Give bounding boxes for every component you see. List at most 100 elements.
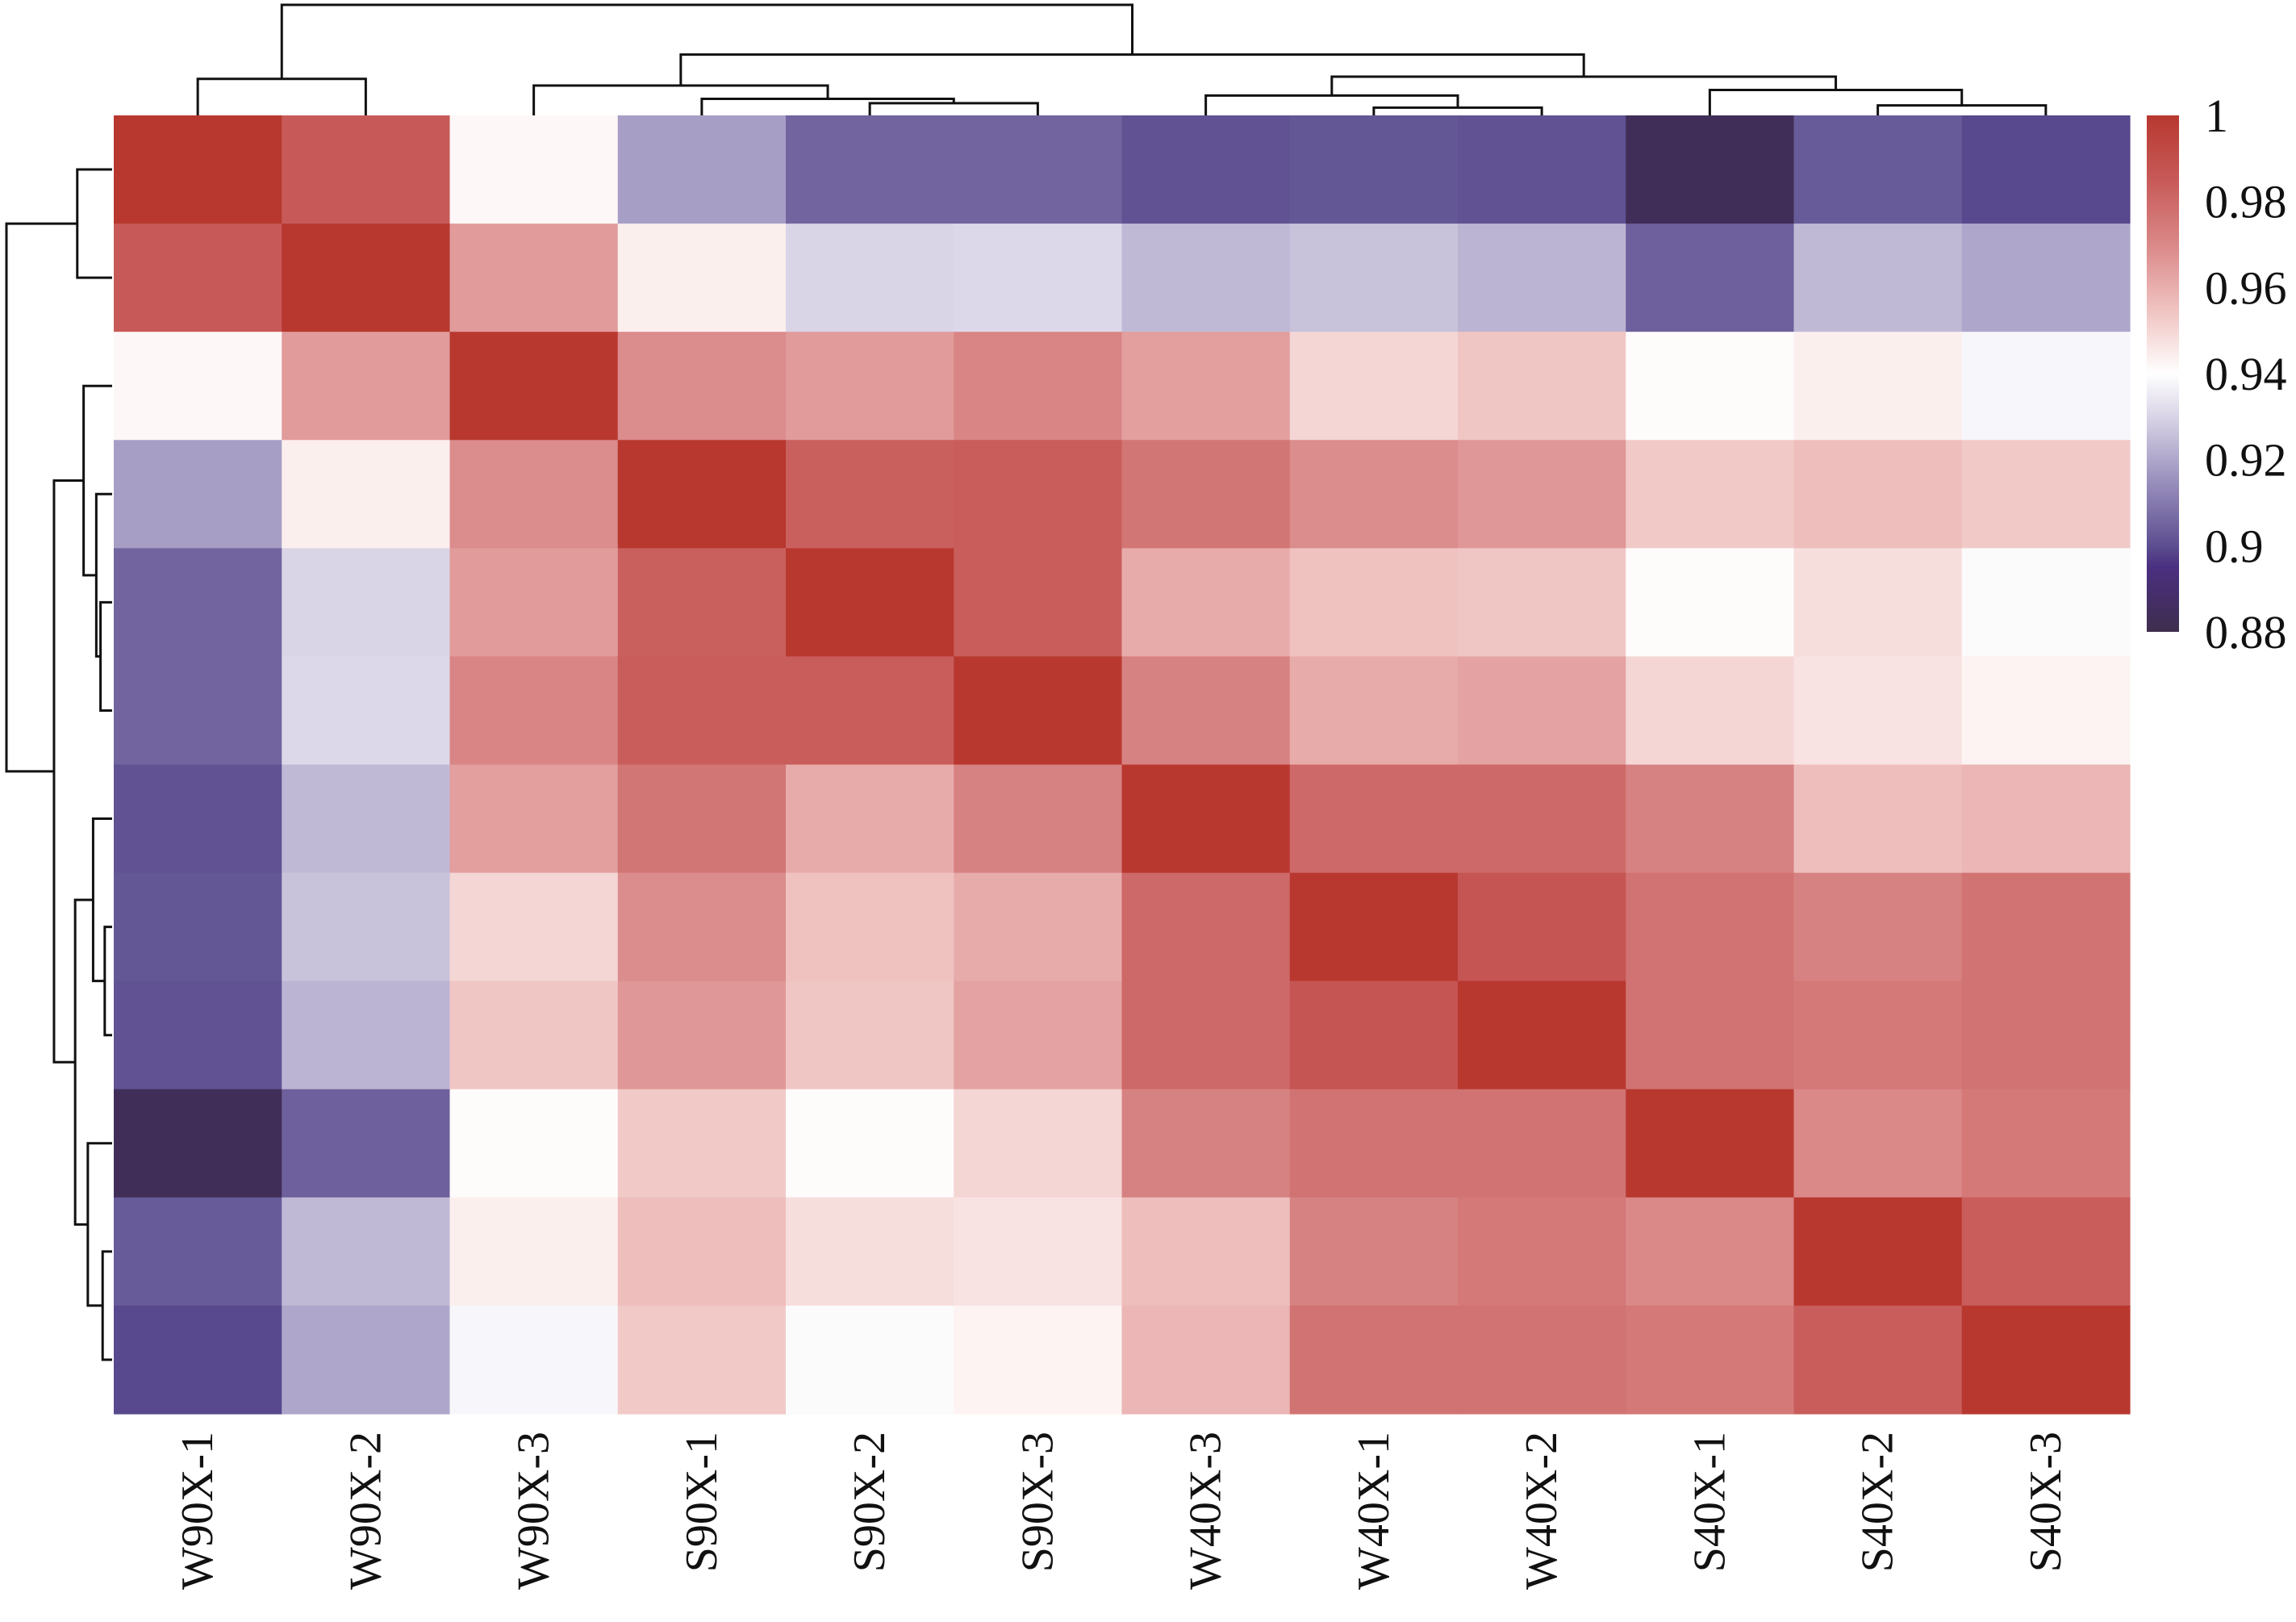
heatmap-cell-S40X-3-S90X-3 <box>954 1305 1123 1415</box>
heatmap-cell-S90X-1-S90X-2 <box>786 440 954 549</box>
heatmap-cell-S90X-1-W40X-1 <box>1289 440 1459 549</box>
heatmap-cell-W90X-2-S40X-1 <box>1626 224 1795 332</box>
heatmap-cell-W40X-1-S40X-3 <box>1961 872 2131 982</box>
heatmap-cell-S90X-2-S90X-3 <box>954 548 1123 658</box>
column-labels: W90X-1 W90X-2 W90X-3 S90X-1 S90X-2 S90X-3 W40X… <box>173 1432 2071 1590</box>
heatmap-cell-S90X-3-W90X-1 <box>114 656 282 766</box>
heatmap-cell-W40X-3-W90X-2 <box>282 764 451 874</box>
dendrogram-link-top <box>679 53 1585 86</box>
heatmap-cell-S40X-2-W40X-2 <box>1458 1197 1626 1306</box>
heatmap-cell-S90X-2-S40X-3 <box>1961 548 2131 658</box>
heatmap-cell-S40X-3-S40X-3 <box>1961 1305 2131 1415</box>
heatmap-cell-S40X-3-W90X-3 <box>449 1305 619 1415</box>
dendrogram-link-left <box>5 222 77 773</box>
heatmap-cell-W90X-1-W40X-1 <box>1289 115 1459 224</box>
column-label: W90X-1 <box>173 1432 223 1590</box>
dendrogram-link-top <box>868 102 1039 115</box>
heatmap-cell-S90X-3-W40X-3 <box>1121 656 1291 766</box>
column-label: W40X-1 <box>1349 1432 1399 1590</box>
heatmap-cell-S40X-1-W90X-1 <box>114 1089 282 1198</box>
heatmap-cell-S90X-1-W90X-3 <box>449 440 619 549</box>
heatmap-cell-S40X-3-S90X-2 <box>786 1305 954 1415</box>
colorbar-tick-label: 0.96 <box>2205 261 2287 314</box>
heatmap-cell-W40X-3-W90X-3 <box>449 764 619 874</box>
heatmap-cell-W40X-1-W90X-1 <box>114 872 282 982</box>
heatmap-cell-S90X-3-S40X-1 <box>1626 656 1795 766</box>
heatmap-cell-S90X-1-S40X-2 <box>1793 440 1963 549</box>
heatmap-cell-S90X-3-W40X-2 <box>1458 656 1626 766</box>
heatmap-cell-W40X-1-W40X-3 <box>1121 872 1291 982</box>
heatmap-cell-S90X-2-S90X-2 <box>786 548 954 658</box>
heatmap-cell-W90X-2-W90X-2 <box>282 224 451 332</box>
heatmap-cell-W90X-3-S40X-1 <box>1626 332 1795 441</box>
heatmap-cell-W40X-2-S40X-2 <box>1793 980 1963 1090</box>
heatmap-cell-S40X-2-W90X-3 <box>449 1197 619 1306</box>
colorbar-tick-label: 0.9 <box>2205 520 2264 572</box>
dendrogram-link-left <box>86 1142 112 1307</box>
heatmap-cell-S90X-1-S90X-1 <box>617 440 787 549</box>
heatmap-cell-S40X-1-W40X-1 <box>1289 1089 1459 1198</box>
column-label: S90X-3 <box>1012 1432 1062 1572</box>
dendrogram-link-left <box>82 384 112 577</box>
heatmap-cell-W90X-1-S40X-1 <box>1626 115 1795 224</box>
heatmap-cell-S90X-2-S90X-1 <box>617 548 787 658</box>
column-label: S40X-3 <box>2021 1432 2071 1572</box>
heatmap-cell-W40X-3-S90X-1 <box>617 764 787 874</box>
heatmap-cell-S90X-3-S90X-3 <box>954 656 1123 766</box>
heatmap-cell-W40X-2-W90X-1 <box>114 980 282 1090</box>
colorbar-tick-label: 0.88 <box>2205 606 2287 658</box>
heatmap-cell-S40X-2-S40X-1 <box>1626 1197 1795 1306</box>
heatmap-cell-S40X-2-W90X-2 <box>282 1197 451 1306</box>
colorbar-tick-label: 0.94 <box>2205 348 2287 400</box>
heatmap-cell-W90X-3-W40X-3 <box>1121 332 1291 441</box>
column-label: W90X-3 <box>509 1432 559 1590</box>
heatmap-cell-S40X-2-W40X-1 <box>1289 1197 1459 1306</box>
left-dendrogram <box>5 168 112 1361</box>
heatmap-cell-S40X-1-W90X-2 <box>282 1089 451 1198</box>
heatmap-cell-S90X-3-S90X-1 <box>617 656 787 766</box>
heatmap-cell-W90X-1-S90X-1 <box>617 115 787 224</box>
heatmap-cell-S90X-1-W90X-2 <box>282 440 451 549</box>
heatmap-cell-S40X-1-S90X-3 <box>954 1089 1123 1198</box>
heatmap-cell-W40X-1-S40X-1 <box>1626 872 1795 982</box>
heatmap-cell-W40X-2-W90X-2 <box>282 980 451 1090</box>
column-label: W90X-2 <box>340 1432 390 1590</box>
heatmap-cell-S90X-3-W40X-1 <box>1289 656 1459 766</box>
heatmap-cell-W40X-3-S40X-1 <box>1626 764 1795 874</box>
colorbar-ticks: 1 0.98 0.96 0.94 0.92 0.9 0.88 <box>2205 90 2287 658</box>
heatmap-cell-W40X-3-W40X-3 <box>1121 764 1291 874</box>
heatmap-cell-W40X-3-S90X-2 <box>786 764 954 874</box>
column-label: S90X-2 <box>845 1432 895 1572</box>
heatmap-cell-W40X-2-W40X-3 <box>1121 980 1291 1090</box>
heatmap-cell-W40X-1-W40X-1 <box>1289 872 1459 982</box>
column-label: S40X-1 <box>1684 1432 1735 1572</box>
column-label: W40X-2 <box>1517 1432 1567 1590</box>
heatmap-cell-S90X-2-W90X-1 <box>114 548 282 658</box>
heatmap-cell-S40X-2-S40X-3 <box>1961 1197 2131 1306</box>
heatmap-cell-W90X-3-S40X-3 <box>1961 332 2131 441</box>
heatmap-cell-S90X-3-S40X-2 <box>1793 656 1963 766</box>
heatmap-cell-W90X-1-W40X-3 <box>1121 115 1291 224</box>
heatmap-cell-S90X-1-S40X-3 <box>1961 440 2131 549</box>
column-label: S40X-2 <box>1853 1432 1903 1572</box>
heatmap-cell-W90X-3-W90X-1 <box>114 332 282 441</box>
heatmap-cell-S90X-2-W40X-2 <box>1458 548 1626 658</box>
colorbar-tick-label: 0.98 <box>2205 176 2287 228</box>
heatmap-cell-S40X-2-S90X-1 <box>617 1197 787 1306</box>
heatmap-cell-W40X-2-S90X-1 <box>617 980 787 1090</box>
heatmap-cell-S90X-3-W90X-2 <box>282 656 451 766</box>
heatmap-cell-W90X-2-S40X-3 <box>1961 224 2131 332</box>
heatmap-cell-W90X-1-S40X-2 <box>1793 115 1963 224</box>
heatmap-cell-W90X-2-W90X-1 <box>114 224 282 332</box>
heatmap-cell-S90X-2-W40X-3 <box>1121 548 1291 658</box>
column-label: S90X-1 <box>677 1432 727 1572</box>
column-label: W40X-3 <box>1181 1432 1231 1590</box>
heatmap-cell-S90X-1-W90X-1 <box>114 440 282 549</box>
heatmap-cell-W90X-3-S90X-3 <box>954 332 1123 441</box>
heatmap-cell-S40X-1-W40X-3 <box>1121 1089 1291 1198</box>
heatmap-cell-W90X-1-W90X-2 <box>282 115 451 224</box>
heatmap-cell-S90X-2-W40X-1 <box>1289 548 1459 658</box>
heatmap-cell-W90X-2-S90X-2 <box>786 224 954 332</box>
heatmap-cell-W90X-1-S40X-3 <box>1961 115 2131 224</box>
